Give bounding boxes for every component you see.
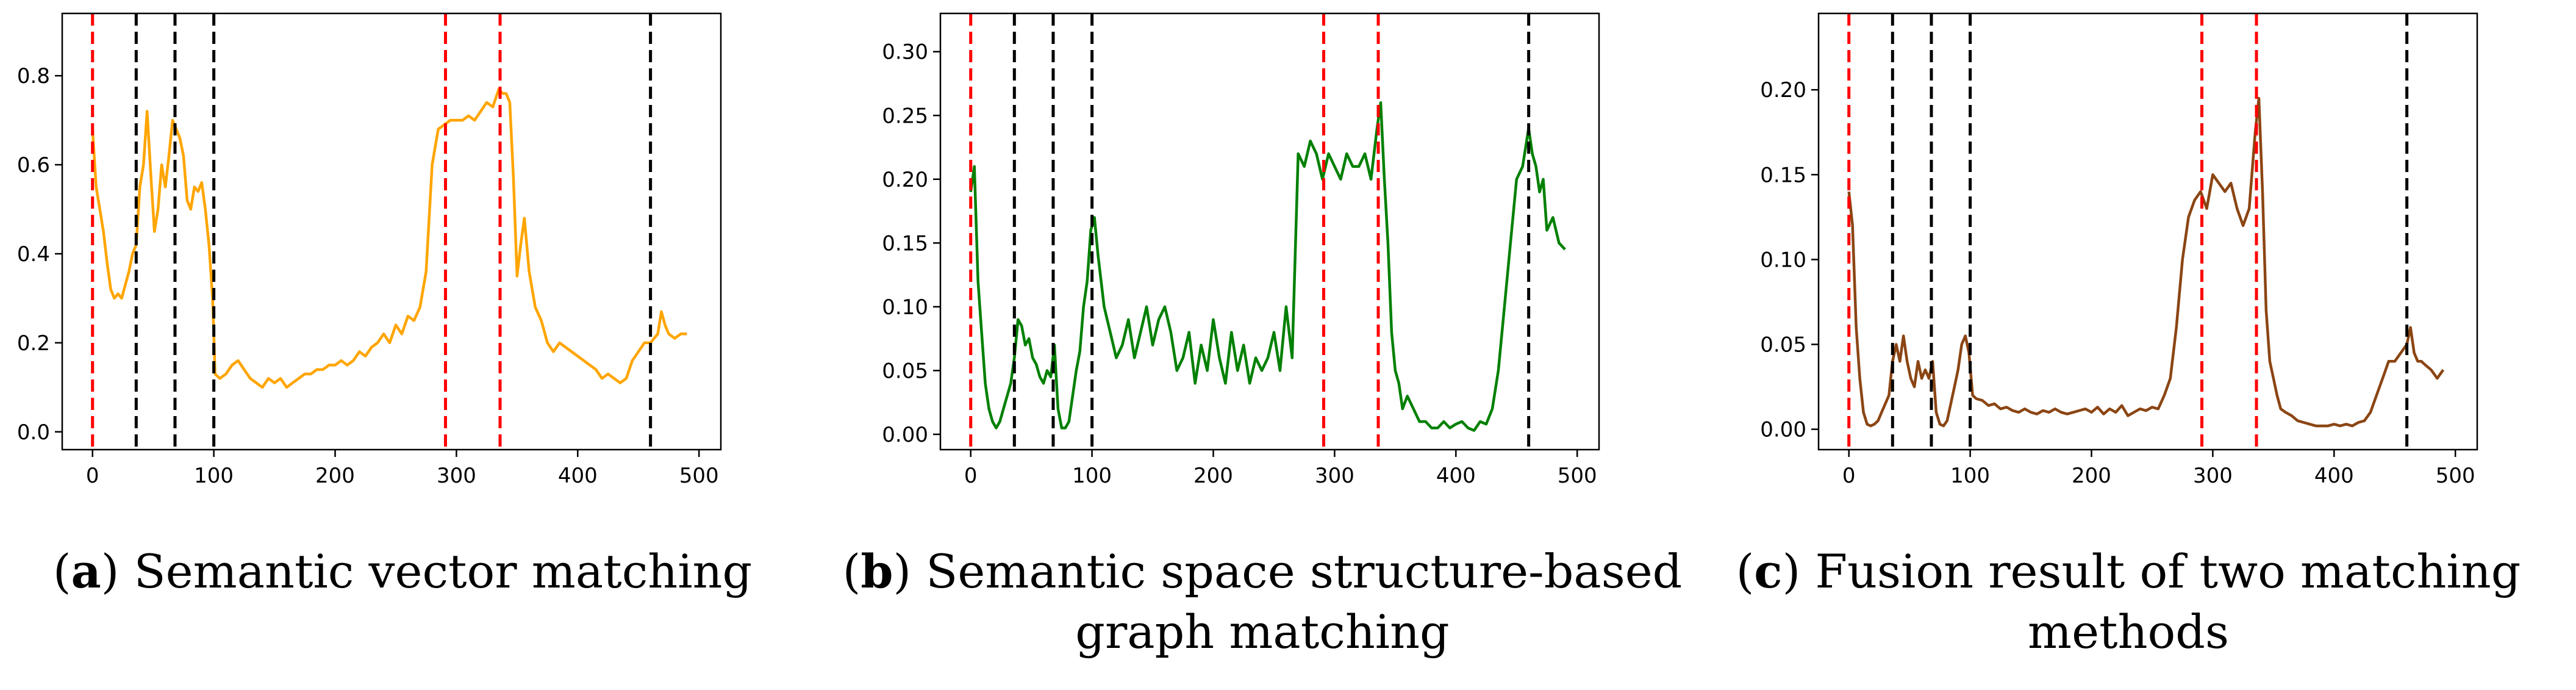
chart-c-axes-frame bbox=[1817, 12, 2478, 451]
chart-b-xtick-label-3: 300 bbox=[1315, 464, 1354, 488]
caption-a-letter: a bbox=[71, 544, 101, 598]
chart-c-xtick-label-4: 400 bbox=[2314, 464, 2354, 488]
chart-b-xtick-label-0: 0 bbox=[964, 464, 978, 488]
chart-b-ytick-label-1: 0.05 bbox=[882, 359, 928, 383]
chart-a-xtick-label-1: 100 bbox=[194, 464, 234, 488]
caption-b-letter: b bbox=[860, 544, 893, 598]
chart-b-ytick-label-4: 0.20 bbox=[882, 168, 928, 192]
chart-c-ytick-label-4: 0.20 bbox=[1760, 78, 1806, 102]
chart-a: 0 100 200 300 400 500 0.0 0.2 0.4 0.6 0.8 bbox=[17, 12, 722, 488]
chart-a-xtick-label-0: 0 bbox=[86, 464, 99, 488]
chart-a-ytick-label-1: 0.2 bbox=[17, 331, 50, 356]
caption-c-text: Fusion result of two matching methods bbox=[1815, 544, 2521, 659]
chart-a-xtick-label-5: 500 bbox=[679, 464, 719, 488]
chart-b-series-line bbox=[969, 101, 1566, 432]
caption-a-text: Semantic vector matching bbox=[134, 544, 753, 598]
chart-a-ytick-label-3: 0.6 bbox=[17, 153, 50, 178]
caption-b-text: Semantic space structure-based graph mat… bbox=[926, 544, 1683, 659]
chart-b-ytick-label-0: 0.00 bbox=[882, 423, 928, 447]
chart-c-xtick-label-0: 0 bbox=[1842, 464, 1856, 488]
caption-a: (a) Semantic vector matching bbox=[52, 544, 753, 598]
chart-c-ytick-label-0: 0.00 bbox=[1760, 418, 1806, 442]
caption-c: (c) Fusion result of two matching method… bbox=[1736, 544, 2521, 659]
chart-a-ytick-label-2: 0.4 bbox=[17, 242, 50, 267]
chart-a-ytick-label-4: 0.8 bbox=[17, 64, 50, 88]
chart-b-xtick-label-4: 400 bbox=[1436, 464, 1476, 488]
chart-c: 0 100 200 300 400 500 0.00 0.05 0.10 0.15 0.20 bbox=[1760, 12, 2478, 488]
chart-a-xtick-label-2: 200 bbox=[315, 464, 355, 488]
chart-b-axes-frame bbox=[939, 12, 1600, 451]
chart-b-ytick-label-5: 0.25 bbox=[882, 104, 928, 128]
chart-c-ytick-label-2: 0.10 bbox=[1760, 248, 1806, 272]
chart-b-xtick-label-1: 100 bbox=[1072, 464, 1112, 488]
chart-a-series-line bbox=[91, 87, 687, 389]
chart-a-xtick-label-3: 300 bbox=[437, 464, 476, 488]
chart-c-ytick-label-3: 0.15 bbox=[1760, 163, 1806, 187]
chart-c-series-line bbox=[1847, 96, 2445, 428]
caption-b: (b) Semantic space structure-based graph… bbox=[842, 544, 1683, 659]
chart-b-ytick-label-2: 0.10 bbox=[882, 295, 928, 320]
chart-c-ytick-label-1: 0.05 bbox=[1760, 333, 1806, 358]
chart-b-xtick-label-2: 200 bbox=[1193, 464, 1233, 488]
chart-b-ytick-label-6: 0.30 bbox=[882, 40, 928, 65]
chart-a-xtick-label-4: 400 bbox=[558, 464, 598, 488]
chart-b-xtick-label-5: 500 bbox=[1558, 464, 1597, 488]
chart-c-xtick-label-5: 500 bbox=[2436, 464, 2475, 488]
chart-c-xtick-label-1: 100 bbox=[1950, 464, 1990, 488]
chart-c-xtick-label-2: 200 bbox=[2072, 464, 2111, 488]
chart-b-ytick-label-3: 0.15 bbox=[882, 231, 928, 256]
caption-c-letter: c bbox=[1754, 544, 1783, 598]
chart-a-axes-frame bbox=[61, 12, 722, 451]
chart-c-xtick-label-3: 300 bbox=[2193, 464, 2233, 488]
chart-b: 0 100 200 300 400 500 0.00 0.05 0.10 0.15 0.20 0.25… bbox=[882, 12, 1600, 488]
chart-a-ytick-label-0: 0.0 bbox=[17, 420, 50, 445]
